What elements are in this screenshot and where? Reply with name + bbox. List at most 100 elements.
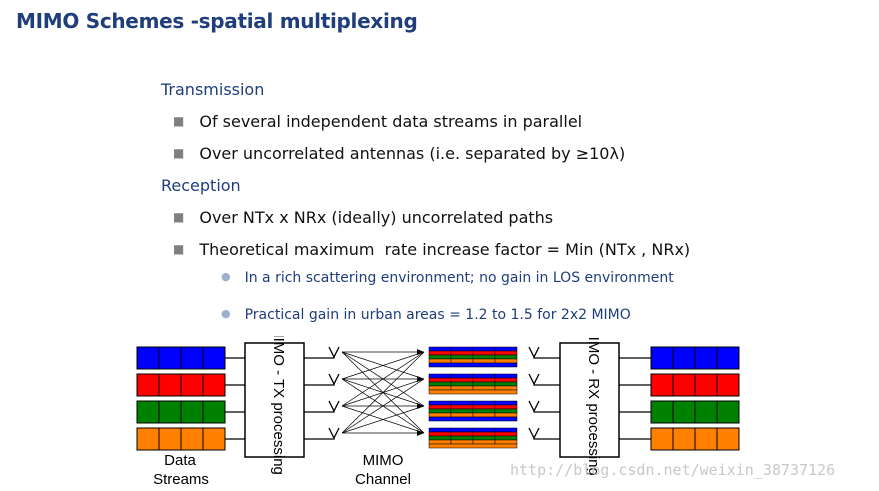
input-stream-cell	[158, 400, 182, 424]
mixed-stream-cell	[494, 404, 518, 410]
mixed-stream-cell	[494, 381, 518, 387]
output-stream-cell	[672, 427, 696, 451]
mimo-diagram: MIMO - TX processing MIMO - RX processin…	[136, 336, 740, 488]
input-stream-cell	[136, 346, 160, 370]
mixed-stream-cell	[472, 373, 496, 379]
mixed-stream-cell	[428, 431, 452, 437]
square-bullet-icon: ■	[173, 114, 185, 128]
sub-bullet-text: In a rich scattering environment; no gai…	[244, 270, 674, 286]
mixed-stream-cell	[450, 408, 474, 414]
mixed-stream-cell	[428, 381, 452, 387]
rx-antenna-feed	[533, 384, 560, 386]
channel-path	[341, 351, 425, 434]
mixed-stream-cell	[494, 431, 518, 437]
mixed-stream-cell	[472, 435, 496, 441]
mixed-stream-cell	[450, 354, 474, 360]
output-stream-cell	[650, 346, 674, 370]
tx-antenna-icon	[328, 373, 340, 386]
mimo-channel-label-line1: MIMO	[363, 452, 404, 469]
dot-bullet-icon: ●	[221, 307, 231, 320]
output-stream-cell	[650, 427, 674, 451]
input-stream-cell	[180, 373, 204, 397]
mixed-stream-cell	[494, 358, 518, 364]
rx-antenna-icon	[528, 400, 540, 413]
input-stream-cell	[180, 427, 204, 451]
page-title: MIMO Schemes -spatial multiplexing	[16, 9, 418, 33]
mixed-stream-cell	[494, 435, 518, 441]
data-streams-label-line2: Streams	[153, 471, 209, 488]
mixed-stream-cell	[472, 439, 496, 445]
mixed-stream-cell	[428, 443, 518, 449]
mixed-stream-cell	[494, 400, 518, 406]
mixed-stream-cell	[494, 354, 518, 360]
output-stream-cell	[672, 400, 696, 424]
square-bullet-icon: ■	[173, 146, 185, 160]
mixed-stream-cell	[428, 346, 452, 352]
mixed-stream-cell	[450, 404, 474, 410]
tx-antenna-feed	[304, 411, 335, 413]
mixed-stream-cell	[472, 427, 496, 433]
data-streams-label-line1: Data	[164, 452, 196, 469]
mixed-stream-cell	[494, 385, 518, 391]
output-stream-cell	[716, 373, 740, 397]
rx-antenna-icon	[528, 346, 540, 359]
channel-arrow-icon	[417, 349, 424, 355]
mixed-stream-cell	[428, 439, 452, 445]
channel-path	[341, 351, 425, 407]
tx-processing-box	[244, 342, 305, 458]
mixed-stream-cell	[472, 412, 496, 418]
rx-antenna-icon	[528, 373, 540, 386]
mixed-stream-cell	[428, 408, 452, 414]
input-stream-cell	[202, 400, 226, 424]
mixed-stream-cell	[428, 377, 452, 383]
tx-antenna-feed	[304, 384, 335, 386]
mixed-stream-cell	[428, 435, 452, 441]
channel-path	[341, 378, 425, 434]
mixed-stream-cell	[494, 439, 518, 445]
rx-antenna-feed	[533, 357, 560, 359]
tx-processing-label: MIMO - TX processing	[270, 336, 287, 475]
channel-arrow-icon	[417, 376, 424, 382]
rx-processing-box	[559, 342, 620, 458]
mixed-stream-cell	[472, 354, 496, 360]
bullet-item: ■ Over uncorrelated antennas (i.e. separa…	[173, 144, 625, 163]
mixed-stream-cell	[472, 408, 496, 414]
tx-antenna-icon	[328, 400, 340, 413]
bullet-item: ■ Over NTx x NRx (ideally) uncorrelated p…	[173, 208, 553, 227]
input-stream-cell	[136, 400, 160, 424]
mixed-stream-cell	[450, 412, 474, 418]
output-stream-cell	[650, 373, 674, 397]
channel-arrow-icon	[417, 403, 424, 409]
square-bullet-icon: ■	[173, 210, 185, 224]
input-stream-cell	[158, 346, 182, 370]
mixed-stream-cell	[450, 427, 474, 433]
output-stream-cell	[694, 373, 718, 397]
mixed-stream-cell	[472, 385, 496, 391]
rx-antenna-feed	[533, 411, 560, 413]
mixed-stream-cell	[428, 389, 518, 395]
mixed-stream-cell	[428, 400, 452, 406]
mixed-stream-cell	[450, 358, 474, 364]
mixed-stream-cell	[450, 439, 474, 445]
mixed-stream-cell	[472, 381, 496, 387]
mixed-stream-cell	[428, 358, 452, 364]
mixed-stream-cell	[472, 346, 496, 352]
tx-antenna-feed	[304, 438, 335, 440]
mixed-stream-cell	[494, 412, 518, 418]
tx-antenna-feed	[304, 357, 335, 359]
output-stream-cell	[694, 427, 718, 451]
mixed-stream-cell	[472, 358, 496, 364]
channel-arrow-icon	[417, 430, 424, 436]
bullet-item: ■ Of several independent data streams in …	[173, 112, 582, 131]
output-stream-cell	[716, 346, 740, 370]
output-stream-cell	[716, 400, 740, 424]
dot-bullet-icon: ●	[221, 270, 231, 283]
rx-processing-label: MIMO - RX processing	[585, 336, 602, 476]
sub-bullet-text: Practical gain in urban areas = 1.2 to 1…	[244, 307, 631, 323]
output-stream-cell	[650, 400, 674, 424]
mixed-stream-cell	[428, 427, 452, 433]
input-stream-cell	[158, 373, 182, 397]
tx-antenna-icon	[328, 346, 340, 359]
input-stream-cell	[136, 373, 160, 397]
mixed-stream-cell	[428, 416, 518, 422]
